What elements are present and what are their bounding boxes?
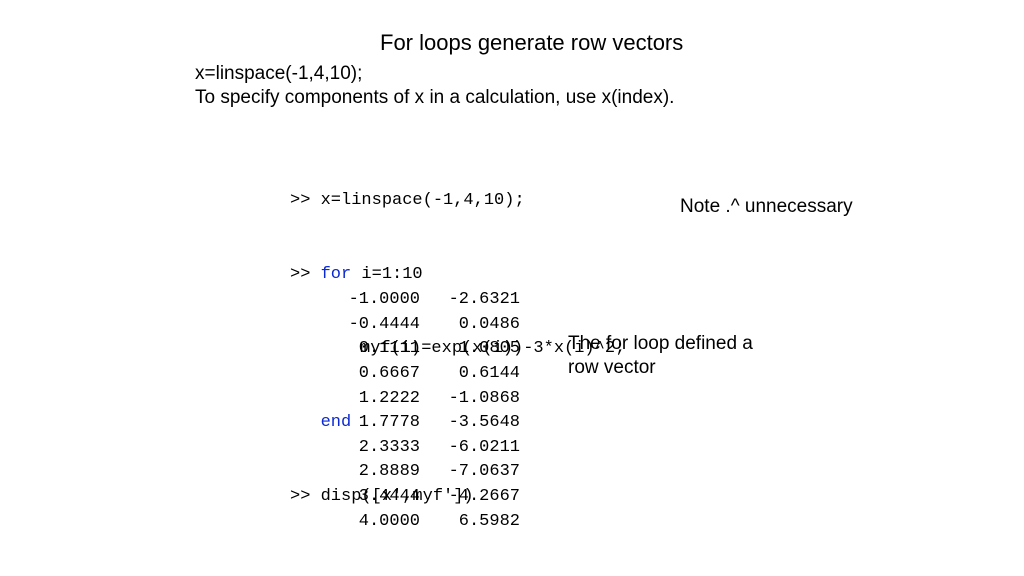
table-cell: 0.0486: [420, 313, 520, 338]
table-cell: 1.7778: [320, 411, 420, 436]
table-cell: 0.1111: [320, 337, 420, 362]
table-row: 0.66670.6144: [320, 362, 520, 387]
table-cell: -1.0000: [320, 288, 420, 313]
table-cell: -7.0637: [420, 460, 520, 485]
table-cell: 2.3333: [320, 436, 420, 461]
intro-text: x=linspace(-1,4,10); To specify componen…: [195, 62, 674, 110]
table-cell: -0.4444: [320, 313, 420, 338]
table-row: 1.2222-1.0868: [320, 387, 520, 412]
table-row: 1.7778-3.5648: [320, 411, 520, 436]
code-line-2: >> for i=1:10: [290, 263, 625, 288]
annotation-note-2: The for loop defined a row vector: [568, 332, 788, 380]
table-row: -0.44440.0486: [320, 313, 520, 338]
table-row: -1.0000-2.6321: [320, 288, 520, 313]
table-cell: 6.5982: [420, 510, 520, 535]
intro-line-2: To specify components of x in a calculat…: [195, 86, 674, 110]
table-row: 2.3333-6.0211: [320, 436, 520, 461]
table-cell: 1.2222: [320, 387, 420, 412]
table-cell: 0.6667: [320, 362, 420, 387]
table-cell: -1.0868: [420, 387, 520, 412]
table-cell: 4.0000: [320, 510, 420, 535]
table-row: 0.11111.0805: [320, 337, 520, 362]
table-row: 4.00006.5982: [320, 510, 520, 535]
table-cell: -4.2667: [420, 485, 520, 510]
code-line-1: >> x=linspace(-1,4,10);: [290, 189, 625, 214]
table-cell: 2.8889: [320, 460, 420, 485]
output-table: -1.0000-2.6321-0.44440.04860.11111.08050…: [320, 288, 520, 534]
table-cell: 3.4444: [320, 485, 420, 510]
table-cell: -3.5648: [420, 411, 520, 436]
annotation-note-1: Note .^ unnecessary: [680, 196, 853, 218]
table-cell: 0.6144: [420, 362, 520, 387]
intro-line-1: x=linspace(-1,4,10);: [195, 62, 674, 86]
table-cell: 1.0805: [420, 337, 520, 362]
table-cell: -6.0211: [420, 436, 520, 461]
table-row: 2.8889-7.0637: [320, 460, 520, 485]
table-row: 3.4444-4.2667: [320, 485, 520, 510]
slide-title: For loops generate row vectors: [380, 30, 683, 56]
table-cell: -2.6321: [420, 288, 520, 313]
